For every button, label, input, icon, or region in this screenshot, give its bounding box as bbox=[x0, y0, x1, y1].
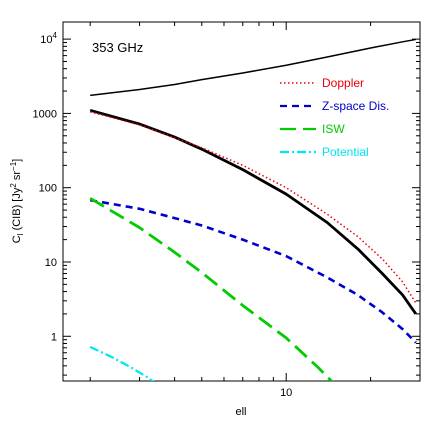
series-line-potential bbox=[89, 345, 155, 381]
y-axis-title-sup: 2 bbox=[9, 183, 18, 188]
y-tick-label: 104 bbox=[40, 31, 57, 46]
x-axis-title: ell bbox=[235, 406, 246, 418]
series-line-isw bbox=[89, 197, 334, 381]
y-axis-title-main: C bbox=[11, 235, 23, 243]
axis-ticks bbox=[63, 22, 421, 381]
legend-label-isw: ISW bbox=[322, 122, 345, 136]
y-axis-title-end: ] bbox=[11, 159, 23, 162]
y-axis-title-rest2: sr bbox=[11, 171, 23, 184]
y-tick-label: 10 bbox=[45, 257, 57, 269]
y-tick-label: 1000 bbox=[33, 108, 57, 120]
y-axis-title: Cl (CIB) [Jy2 sr−1] bbox=[9, 159, 25, 243]
legend-label-doppler: Doppler bbox=[322, 76, 364, 90]
series-layer bbox=[89, 38, 418, 381]
legend-label-zspace: Z-space Dis. bbox=[322, 99, 389, 113]
y-axis-title-sup2: −1 bbox=[9, 161, 18, 171]
x-tick-label: 10 bbox=[280, 387, 292, 399]
y-tick-label: 100 bbox=[39, 183, 57, 195]
axis-tick-labels: 1 10 100 1000 104 10 bbox=[33, 31, 293, 399]
plot-frame bbox=[62, 21, 421, 382]
series-line-total_upper bbox=[90, 38, 417, 97]
legend-label-potential: Potential bbox=[322, 145, 369, 159]
series-line-total bbox=[89, 108, 418, 315]
legend: Doppler Z-space Dis. ISW Potential bbox=[280, 76, 389, 159]
series-line-zspace bbox=[89, 198, 417, 344]
series-line-doppler bbox=[89, 111, 417, 304]
y-axis-title-rest: (CIB) [Jy bbox=[11, 187, 23, 233]
frequency-annotation: 353 GHz bbox=[92, 40, 143, 55]
y-axis-title-sub: l bbox=[16, 233, 25, 235]
y-tick-label: 1 bbox=[51, 331, 57, 343]
